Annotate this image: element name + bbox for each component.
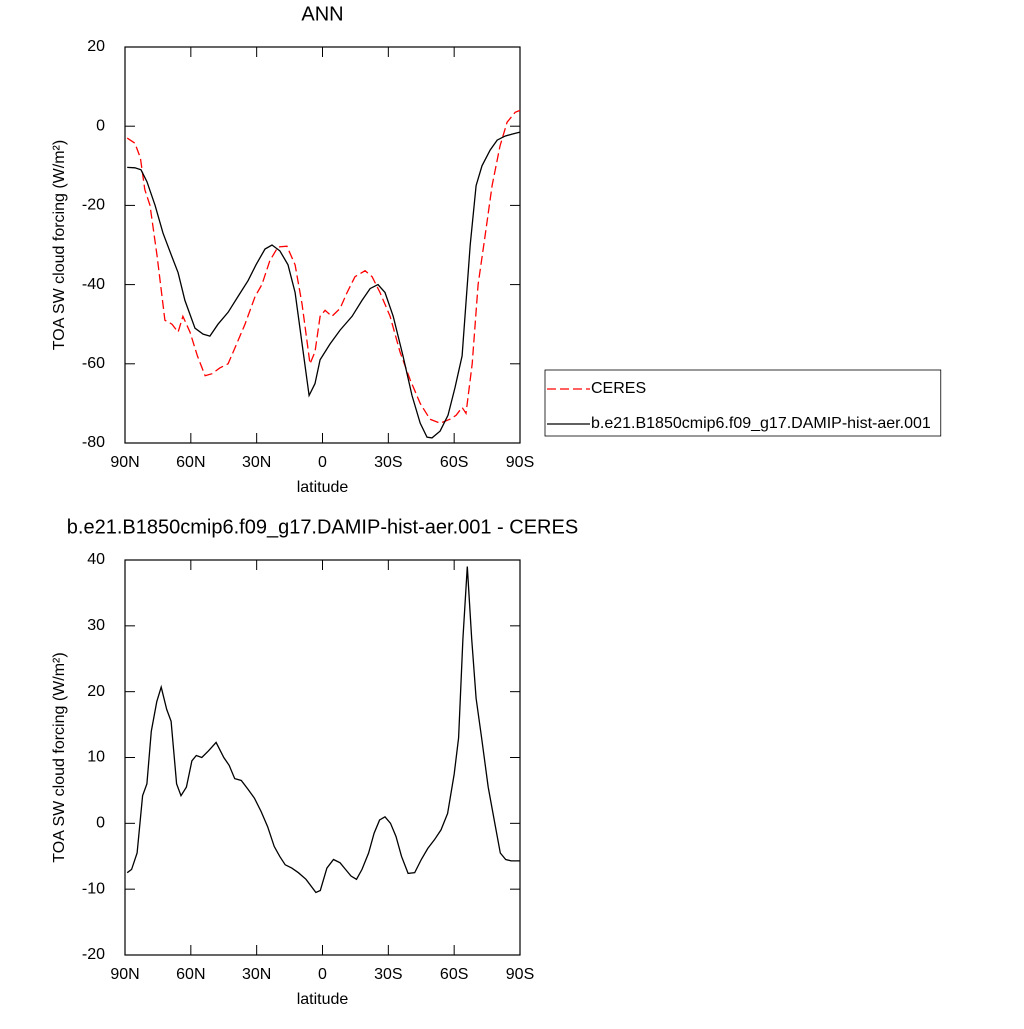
y-tick-label: 10 [87,749,105,766]
x-tick-label: 90S [506,454,534,471]
y-axis-label: TOA SW cloud forcing (W/m²) [51,652,68,862]
y-tick-label: 30 [87,617,105,634]
x-tick-label: 60N [176,454,205,471]
x-tick-label: 60S [440,454,468,471]
x-tick-label: 60N [176,966,205,983]
chart-title: b.e21.B1850cmip6.f09_g17.DAMIP-hist-aer.… [67,516,578,538]
plot-frame [124,46,521,444]
x-tick-label: 0 [318,966,327,983]
y-axis-label: TOA SW cloud forcing (W/m²) [51,140,68,350]
x-tick-label: 30S [374,454,402,471]
x-axis-label: latitude [297,991,349,1008]
y-tick-label: -20 [82,197,105,214]
x-tick-label: 90N [110,454,139,471]
legend-label: b.e21.B1850cmip6.f09_g17.DAMIP-hist-aer.… [591,415,931,432]
x-tick-label: 90S [506,966,534,983]
x-tick-label: 30N [242,454,271,471]
x-tick-label: 60S [440,966,468,983]
chart-title: ANN [301,3,343,25]
y-tick-label: -80 [82,434,105,451]
data-line [126,566,520,894]
data-line [127,131,521,439]
x-tick-label: 30S [374,966,402,983]
legend-box [544,369,942,437]
plot-frame [124,559,521,956]
y-tick-label: 0 [96,117,105,134]
y-tick-label: -10 [82,880,105,897]
y-tick-label: 0 [96,815,105,832]
legend-label: CERES [591,380,646,397]
y-tick-label: 20 [87,38,105,55]
x-axis-label: latitude [297,479,349,496]
x-tick-label: 30N [242,966,271,983]
y-tick-label: -40 [82,276,105,293]
y-tick-label: -20 [82,946,105,963]
x-tick-label: 90N [110,966,139,983]
data-line [126,109,521,424]
y-tick-label: -60 [82,355,105,372]
x-tick-label: 0 [318,454,327,471]
y-tick-label: 20 [87,683,105,700]
y-tick-label: 40 [87,551,105,568]
